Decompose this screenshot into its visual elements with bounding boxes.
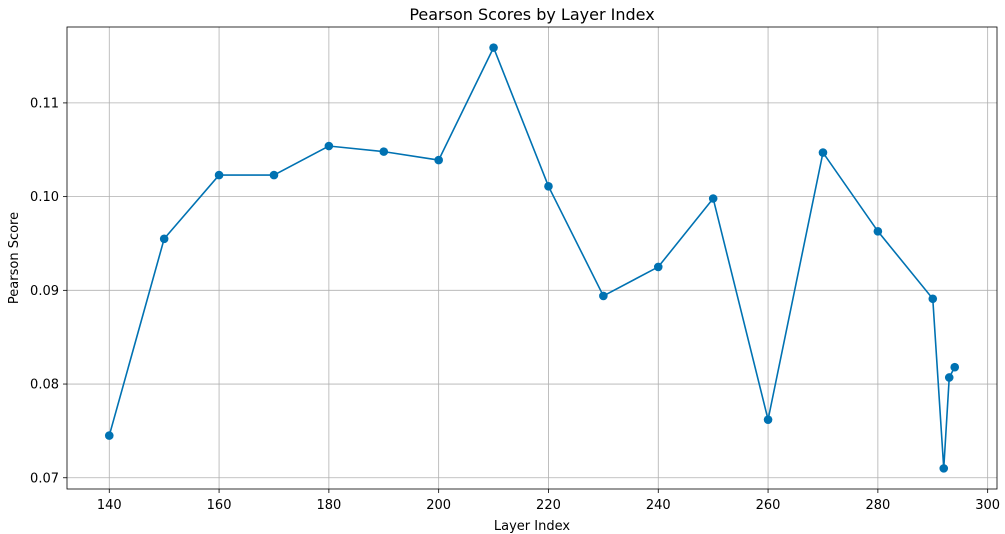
x-tick-label: 220 — [536, 498, 561, 513]
x-tick-label: 140 — [97, 498, 122, 513]
data-point — [159, 234, 169, 244]
y-tick-label: 0.07 — [30, 471, 59, 486]
data-point — [544, 182, 553, 191]
data-point — [950, 362, 960, 372]
grid — [67, 27, 997, 489]
series — [104, 43, 960, 473]
chart-title: Pearson Scores by Layer Index — [409, 5, 654, 24]
data-point — [928, 294, 938, 304]
x-tick-label: 160 — [207, 498, 232, 513]
x-tick-label: 260 — [756, 498, 781, 513]
data-point — [653, 262, 663, 272]
x-tick-label: 280 — [865, 498, 890, 513]
data-point — [379, 147, 389, 156]
y-tick-label: 0.11 — [30, 96, 59, 111]
y-tick-label: 0.08 — [30, 378, 59, 393]
data-point — [324, 141, 334, 151]
data-point — [873, 226, 883, 236]
x-tick-label: 180 — [316, 498, 341, 513]
data-point — [269, 170, 279, 180]
x-tick-label: 200 — [426, 498, 451, 513]
data-point — [763, 415, 773, 424]
data-point — [214, 170, 224, 180]
data-point — [599, 291, 608, 301]
x-tick-label: 300 — [975, 498, 1000, 513]
series-line — [108, 45, 956, 469]
data-point — [434, 155, 443, 165]
data-point — [489, 43, 498, 52]
data-point — [944, 373, 954, 382]
data-point — [818, 148, 828, 157]
plot-frame — [66, 26, 998, 490]
y-axis-label: Pearson Score — [7, 212, 22, 304]
y-tick-label: 0.10 — [30, 190, 59, 205]
x-axis-label: Layer Index — [494, 519, 570, 534]
data-point — [104, 431, 114, 440]
data-point — [939, 464, 949, 473]
x-tick-label: 240 — [646, 498, 671, 513]
data-point — [708, 194, 718, 203]
axis-ticks: 140 160 180 200 220 240 260 280 300 0.07 0.08 0.09 0… — [30, 96, 1000, 513]
y-tick-label: 0.09 — [30, 284, 59, 299]
